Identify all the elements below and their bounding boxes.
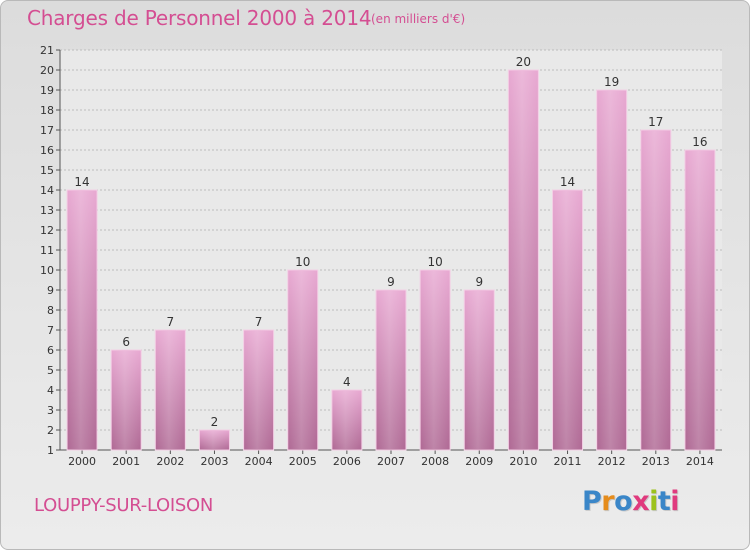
x-tick-label-2014: 2014 — [686, 455, 714, 468]
bar-highlight — [685, 151, 714, 449]
place-name: LOUPPY-SUR-LOISON — [34, 495, 214, 516]
bars — [66, 69, 716, 451]
y-tick-label: 17 — [40, 124, 54, 137]
x-tick-label-2007: 2007 — [377, 455, 405, 468]
x-tick-label-2002: 2002 — [156, 455, 184, 468]
y-tick-label: 15 — [40, 164, 54, 177]
data-label-2009: 9 — [475, 275, 483, 289]
y-tick-label: 21 — [40, 44, 54, 57]
data-label-2004: 7 — [255, 315, 263, 329]
bar-highlight — [421, 271, 450, 449]
data-label-2008: 10 — [427, 255, 442, 269]
x-tick-label-2006: 2006 — [333, 455, 361, 468]
y-tick-label: 14 — [40, 184, 54, 197]
data-label-2007: 9 — [387, 275, 395, 289]
x-tick-label-2000: 2000 — [68, 455, 96, 468]
y-tick-label: 5 — [47, 364, 54, 377]
bar-highlight — [200, 431, 229, 449]
data-label-2001: 6 — [122, 335, 130, 349]
chart-subtitle: (en milliers d'€) — [371, 12, 466, 26]
chart-title: Charges de Personnel 2000 à 2014 — [27, 6, 372, 30]
bar-highlight — [288, 271, 317, 449]
x-tick-label-2013: 2013 — [642, 455, 670, 468]
data-labels: 14 6 7 2 7 10 4 9 10 9 20 14 19 17 16 — [74, 55, 707, 429]
logo-letter: i — [649, 486, 658, 517]
y-tick-label: 18 — [40, 104, 54, 117]
x-tick-label-2004: 2004 — [245, 455, 273, 468]
x-tick-label-2001: 2001 — [112, 455, 140, 468]
y-tick-label: 1 — [47, 444, 54, 457]
data-label-2014: 16 — [692, 135, 707, 149]
y-tick-label: 19 — [40, 84, 54, 97]
y-tick-label: 9 — [47, 284, 54, 297]
y-tick-label: 7 — [47, 324, 54, 337]
data-label-2006: 4 — [343, 375, 351, 389]
x-tick-label-2005: 2005 — [289, 455, 317, 468]
proxiti-logo: Proxiti — [582, 486, 680, 517]
bar-highlight — [244, 331, 273, 449]
y-tick-label: 20 — [40, 64, 54, 77]
bar-highlight — [465, 291, 494, 449]
x-tick-label-2003: 2003 — [200, 455, 228, 468]
logo-letter: i — [670, 486, 680, 517]
y-tick-label: 2 — [47, 424, 54, 437]
y-tick-label: 8 — [47, 304, 54, 317]
data-label-2002: 7 — [167, 315, 175, 329]
data-label-2000: 14 — [74, 175, 89, 189]
y-tick-label: 11 — [40, 244, 54, 257]
x-tick-label-2009: 2009 — [465, 455, 493, 468]
x-tick-labels: 2000 2001 2002 2003 2004 2005 2006 2007 2008 2009… — [68, 455, 714, 468]
x-tick-label-2010: 2010 — [509, 455, 537, 468]
bar-highlight — [597, 91, 626, 449]
y-tick-label: 3 — [47, 404, 54, 417]
logo-letter: P — [582, 486, 602, 517]
bar-highlight — [553, 191, 582, 449]
bar-highlight — [156, 331, 185, 449]
y-tick-label: 10 — [40, 264, 54, 277]
data-label-2011: 14 — [560, 175, 575, 189]
bar-highlight — [377, 291, 405, 449]
bar-highlight — [332, 391, 361, 449]
logo-letter: t — [657, 486, 671, 517]
y-tick-label: 12 — [40, 224, 54, 237]
x-tick-label-2008: 2008 — [421, 455, 449, 468]
data-label-2005: 10 — [295, 255, 310, 269]
y-tick-label: 6 — [47, 344, 54, 357]
x-tick-label-2012: 2012 — [598, 455, 626, 468]
data-label-2012: 19 — [604, 75, 619, 89]
data-label-2003: 2 — [211, 415, 219, 429]
y-tick-label: 16 — [40, 144, 54, 157]
logo-letter: x — [632, 486, 650, 517]
logo-letter: o — [614, 486, 633, 517]
bar-highlight — [641, 131, 670, 449]
bar-highlight — [68, 191, 97, 449]
data-label-2013: 17 — [648, 115, 663, 129]
x-tick-label-2011: 2011 — [554, 455, 582, 468]
y-tick-label: 4 — [47, 384, 54, 397]
bar-highlight — [509, 71, 538, 449]
data-label-2010: 20 — [516, 55, 531, 69]
logo-letter: r — [601, 486, 615, 517]
bar-highlight — [112, 351, 141, 449]
y-tick-label: 13 — [40, 204, 54, 217]
